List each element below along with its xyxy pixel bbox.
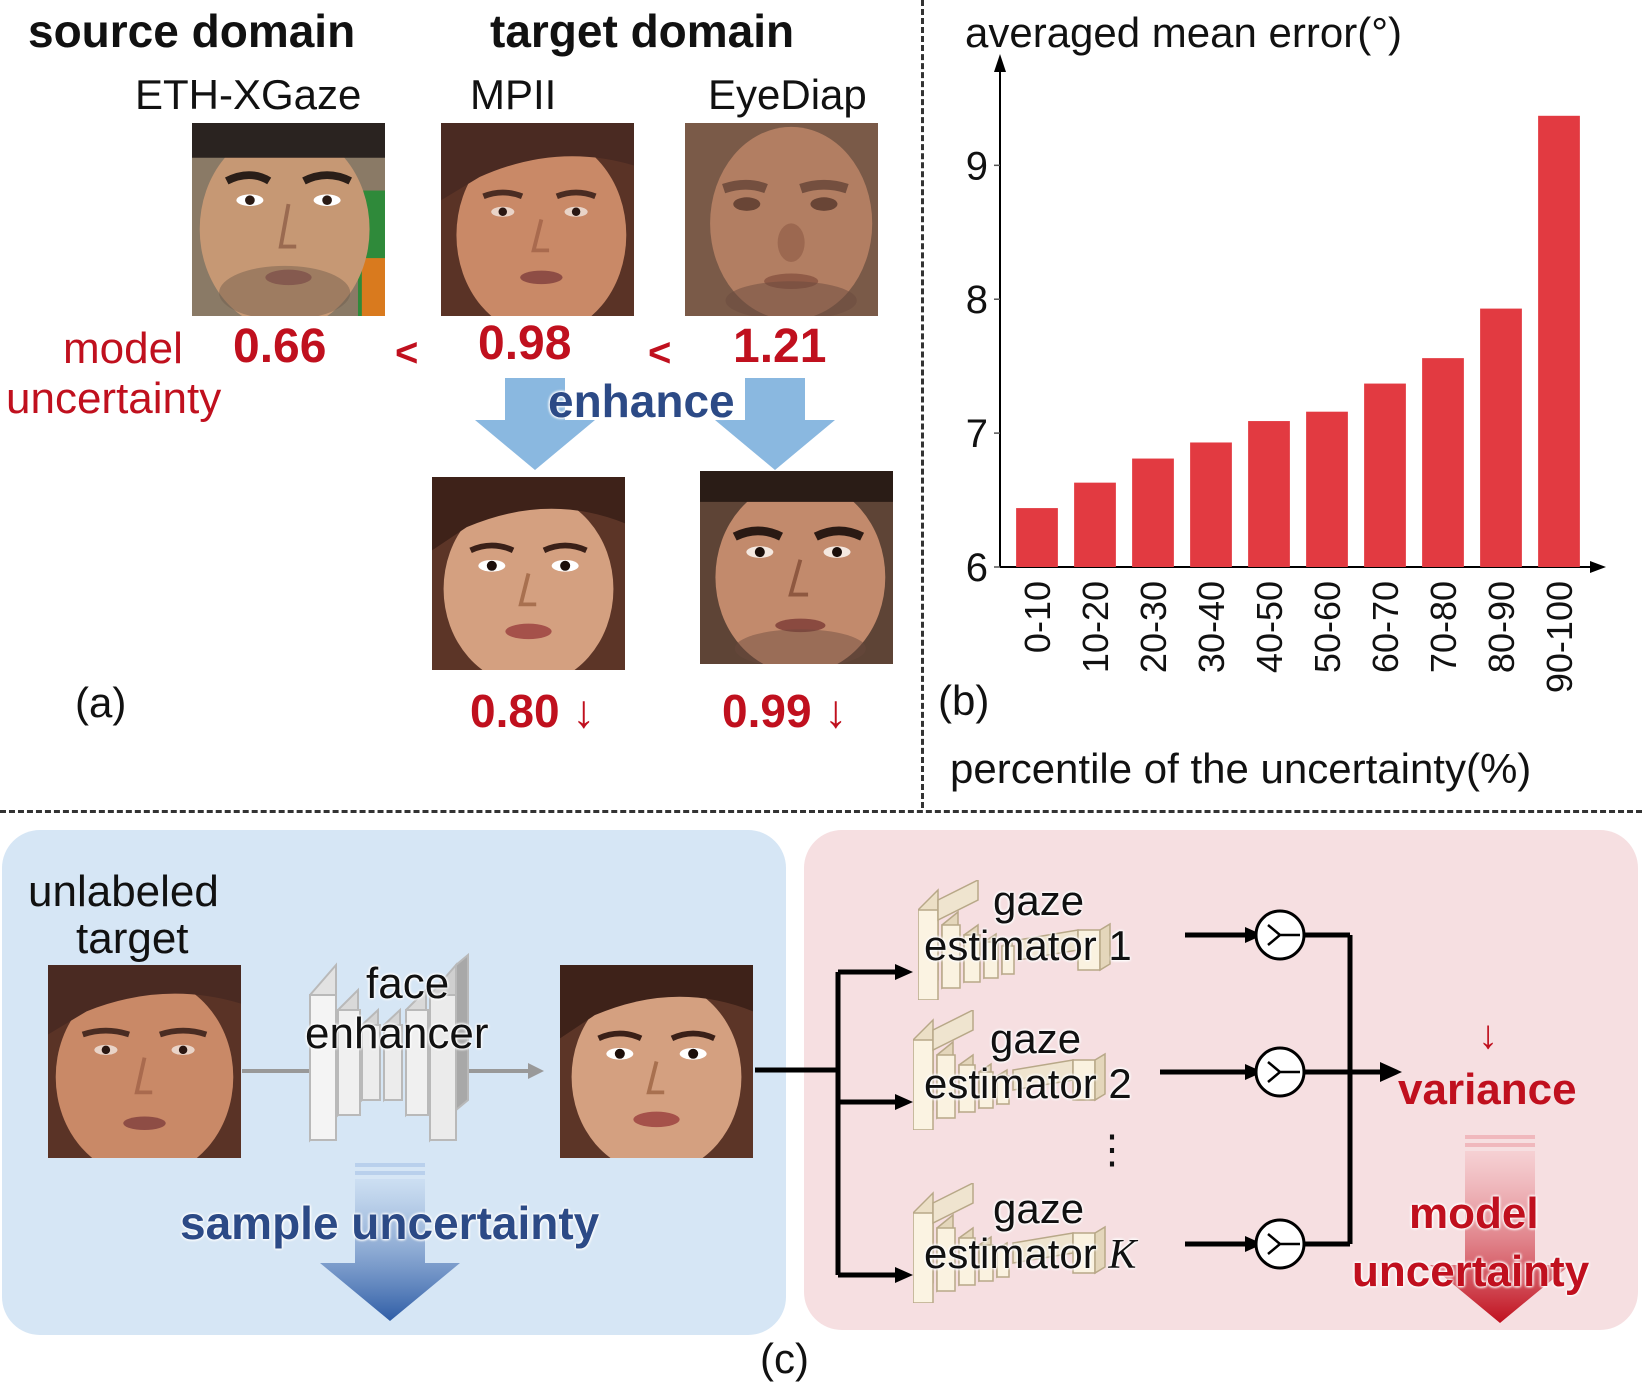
x-tick-label: 50-60 <box>1307 581 1348 673</box>
uncertainty-value-eyediap-enhanced: 0.99 ↓ <box>722 685 848 737</box>
less-than-sign-1: < <box>395 331 419 375</box>
chart-title: averaged mean error(°) <box>965 9 1402 56</box>
face-image-mpii <box>441 123 634 316</box>
model-uncertainty-label-line1: model <box>63 324 183 373</box>
panel-a-caption: (a) <box>75 679 127 726</box>
face-image-eth-xgaze <box>192 123 385 316</box>
y-tick-label: 8 <box>966 278 988 322</box>
bar-10-20 <box>1074 482 1116 567</box>
face-image-eyediap <box>685 123 878 316</box>
x-tick-label: 70-80 <box>1423 581 1464 673</box>
bar-40-50 <box>1248 421 1290 567</box>
variance-down-arrow: ↓ <box>1478 1013 1498 1057</box>
x-tick-label: 0-10 <box>1017 581 1058 653</box>
dataset-label-eyediap: EyeDiap <box>708 71 867 118</box>
x-tick-label: 90-100 <box>1539 581 1580 693</box>
bar-80-90 <box>1480 308 1522 567</box>
uncertainty-value-eth-xgaze: 0.66 <box>233 320 327 373</box>
sample-uncertainty-arrow <box>320 1163 460 1321</box>
x-axis-arrowhead <box>1590 561 1606 573</box>
x-tick-label: 20-30 <box>1133 581 1174 673</box>
vertical-ellipsis: ⋮ <box>1092 1128 1132 1172</box>
gaze-estimator-k-network-icon <box>913 1183 1106 1303</box>
dataset-label-mpii: MPII <box>470 71 557 118</box>
bar-0-10 <box>1016 508 1058 567</box>
less-than-sign-2: < <box>648 331 672 375</box>
bar-30-40 <box>1190 442 1232 567</box>
face-image-eyediap-enhanced <box>700 471 893 664</box>
x-tick-label: 80-90 <box>1481 581 1522 673</box>
uncertainty-value-eyediap: 1.21 <box>733 320 827 373</box>
model-uncertainty-label-line2: uncertainty <box>6 374 222 423</box>
face-enhancer-network-icon <box>242 952 544 1143</box>
gaze-estimator-1-network-icon <box>918 880 1111 1000</box>
gaze-estimator-1-label-line2: estimator 1 <box>924 922 1132 969</box>
unlabeled-target-label-line2: target <box>76 914 189 963</box>
gaze-estimator-k-label-variable: K <box>1108 1232 1137 1278</box>
bar-50-60 <box>1306 411 1348 567</box>
model-uncertainty-arrow <box>1430 1135 1570 1323</box>
source-domain-heading: source domain <box>28 5 356 57</box>
bar-chart: 6 7 8 9 0-10 10-20 20-30 30-40 40-50 50-60 60-70 7… <box>966 54 1606 693</box>
gaze-estimator-2-label-line2: estimator 2 <box>924 1060 1132 1107</box>
x-tick-label: 60-70 <box>1365 581 1406 673</box>
bar-20-30 <box>1132 458 1174 567</box>
face-image-enhanced-target <box>560 965 753 1158</box>
gaze-estimator-k-label-prefix: estimator <box>924 1230 1109 1277</box>
bar-90-100 <box>1538 115 1580 568</box>
panel-b-caption: (b) <box>938 677 990 724</box>
gaze-estimator-1-label-line1: gaze <box>993 877 1085 924</box>
y-tick-label: 9 <box>966 144 988 188</box>
y-tick-label: 6 <box>966 546 988 590</box>
gaze-estimator-2-network-icon <box>913 1010 1106 1130</box>
face-image-unlabeled-target <box>48 965 241 1158</box>
y-tick-label: 7 <box>966 412 988 456</box>
enhance-arrows <box>475 378 835 470</box>
uncertainty-value-mpii: 0.98 <box>478 317 572 370</box>
bar-60-70 <box>1364 383 1406 567</box>
gaze-estimator-k-label-line2: estimator K <box>924 1230 1137 1278</box>
x-tick-label: 40-50 <box>1249 581 1290 673</box>
panel-c-caption: (c) <box>760 1335 809 1382</box>
chart-xlabel: percentile of the uncertainty(%) <box>950 745 1532 792</box>
model-uncertainty-label-line1-c: model <box>1409 1189 1539 1238</box>
face-enhancer-label-line2: enhancer <box>305 1009 489 1058</box>
sample-uncertainty-label: sample uncertainty <box>180 1197 600 1249</box>
enhance-label: enhance <box>548 375 735 427</box>
x-tick-label: 10-20 <box>1075 581 1116 673</box>
horizontal-divider <box>0 810 1642 813</box>
bar-70-80 <box>1422 358 1464 567</box>
y-axis-arrowhead <box>994 54 1006 72</box>
unlabeled-target-label-line1: unlabeled <box>28 867 219 916</box>
x-tick-label: 30-40 <box>1191 581 1232 673</box>
gaze-estimator-2-label-line1: gaze <box>990 1015 1082 1062</box>
vertical-divider <box>921 0 924 808</box>
uncertainty-value-mpii-enhanced: 0.80 ↓ <box>470 685 596 737</box>
dataset-label-eth-xgaze: ETH-XGaze <box>135 71 362 118</box>
face-image-mpii-enhanced <box>432 477 625 670</box>
variance-label: variance <box>1398 1065 1577 1114</box>
model-uncertainty-label-line2-c: uncertainty <box>1352 1247 1590 1296</box>
gaze-estimator-k-label-line1: gaze <box>993 1185 1085 1232</box>
target-domain-heading: target domain <box>490 5 795 57</box>
face-enhancer-label-line1: face <box>366 959 450 1008</box>
